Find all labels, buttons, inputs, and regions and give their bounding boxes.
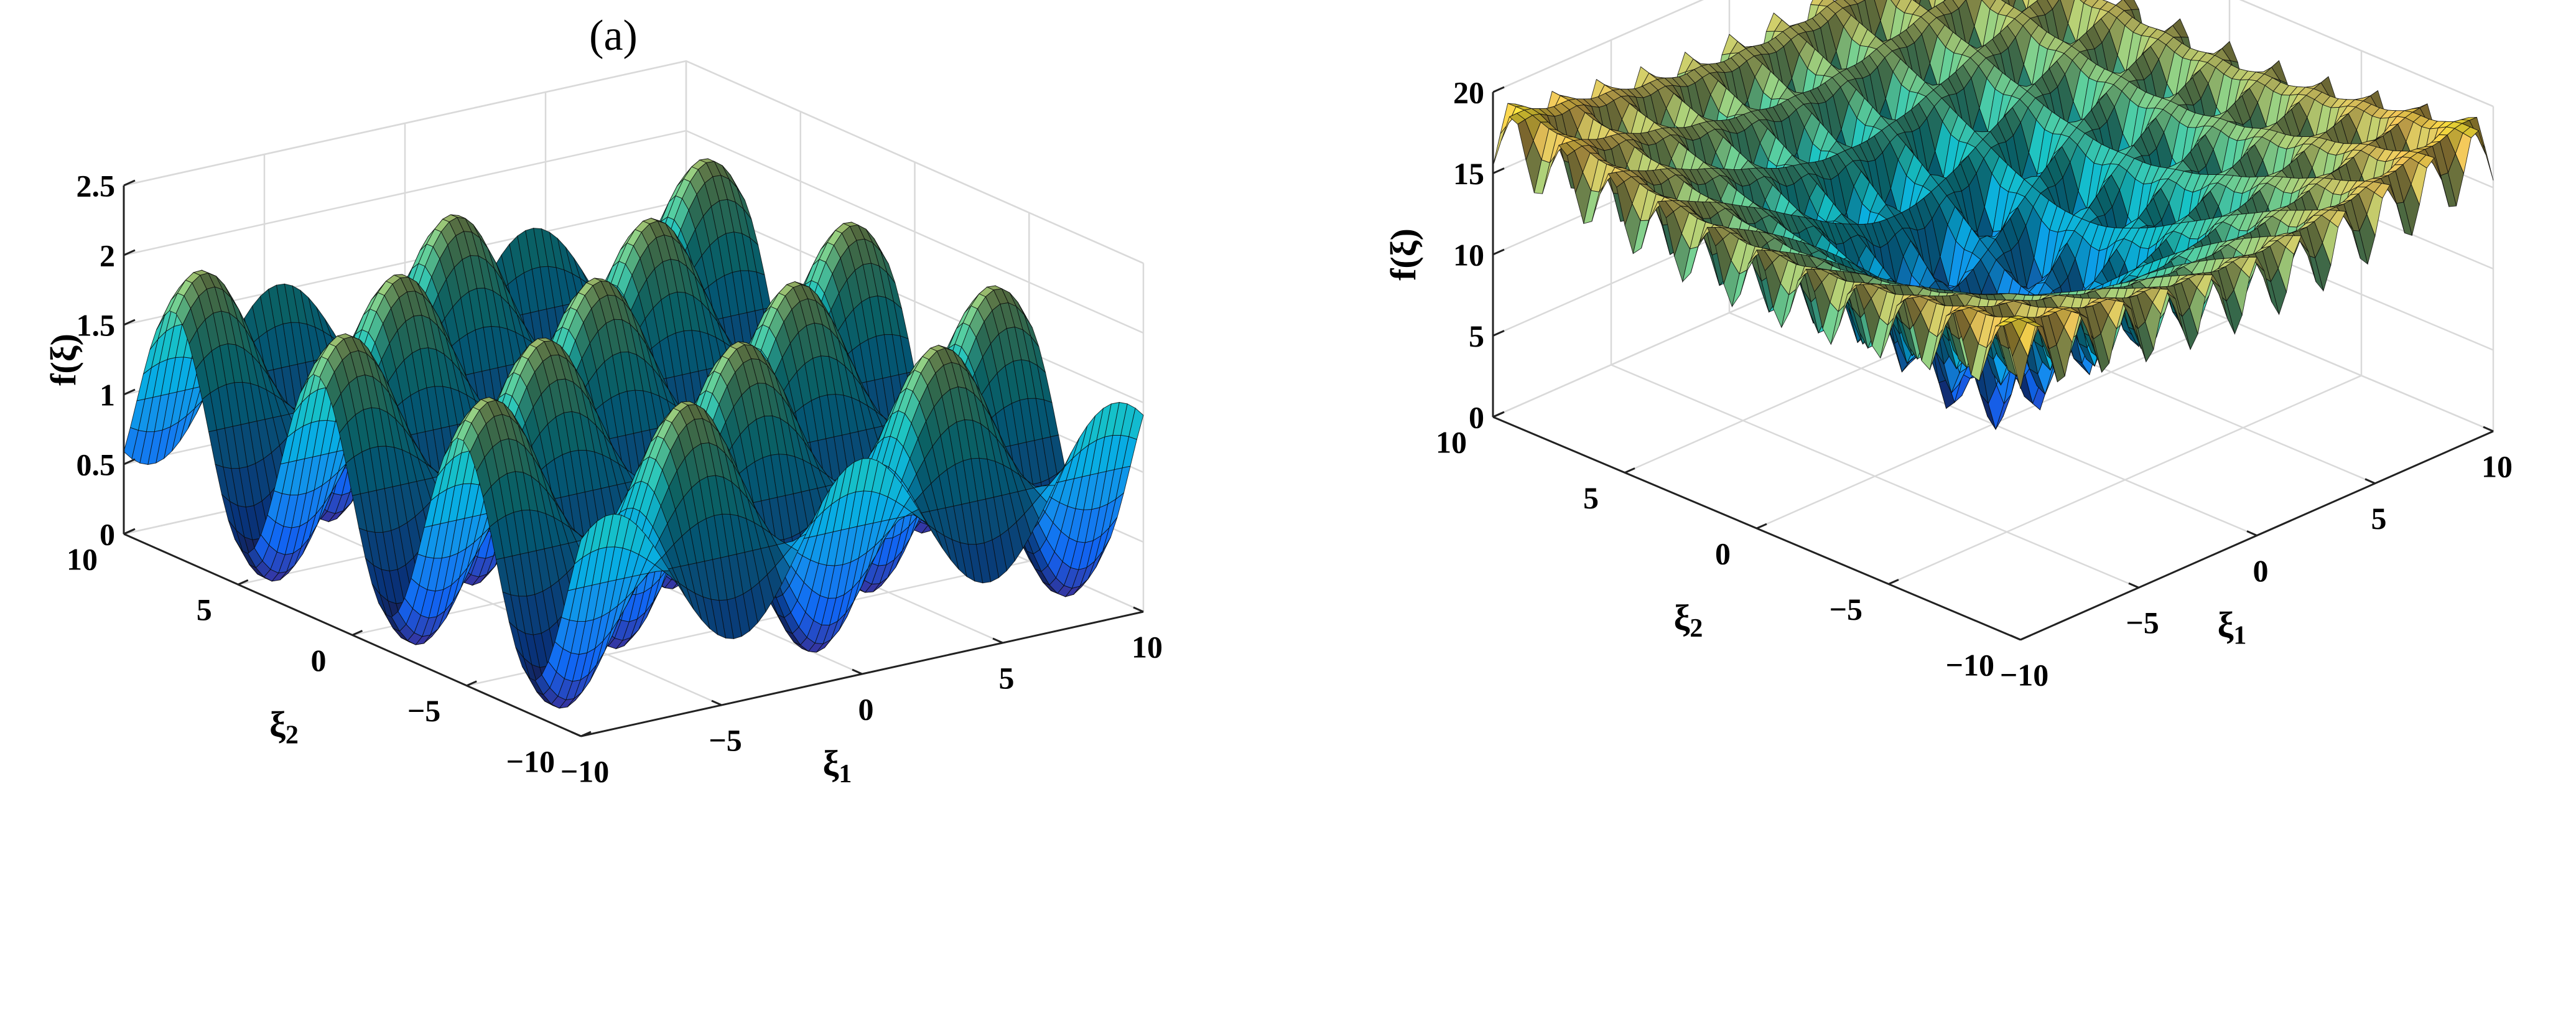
z-tick-label: 5 bbox=[1469, 319, 1484, 353]
y-tick-mark bbox=[466, 680, 477, 687]
x-tick-mark bbox=[992, 637, 1003, 644]
x-tick-mark bbox=[2010, 634, 2021, 641]
z-tick-label: 2 bbox=[100, 238, 115, 273]
x-tick-label: 10 bbox=[1132, 629, 1163, 664]
y-tick-label: −5 bbox=[1830, 592, 1863, 627]
z-tick-mark bbox=[1492, 167, 1505, 174]
y-tick-mark bbox=[1756, 523, 1767, 530]
z-tick-mark bbox=[123, 319, 136, 326]
z-axis-label: f(ξ) bbox=[1383, 228, 1423, 281]
y-tick-label: 0 bbox=[311, 643, 327, 678]
y-tick-label: 5 bbox=[1583, 480, 1599, 515]
y-tick-label: 10 bbox=[1436, 424, 1467, 459]
z-tick-mark bbox=[1492, 248, 1505, 256]
x-tick-label: 0 bbox=[2253, 553, 2269, 588]
y-tick-mark bbox=[2020, 634, 2031, 641]
x-tick-mark bbox=[852, 668, 863, 675]
x-tick-mark bbox=[570, 731, 582, 737]
x-tick-mark bbox=[2364, 478, 2376, 485]
y-tick-mark bbox=[351, 630, 363, 636]
y-tick-mark bbox=[238, 579, 249, 586]
z-tick-label: 1 bbox=[100, 377, 115, 412]
x-axis-label: ξ1 bbox=[823, 743, 852, 788]
y-tick-label: 0 bbox=[1715, 536, 1731, 571]
panel-title: (a) bbox=[589, 12, 638, 60]
x-tick-mark bbox=[2128, 582, 2139, 589]
x-tick-label: 10 bbox=[2481, 449, 2513, 484]
x-tick-label: −5 bbox=[709, 723, 742, 757]
y-tick-mark bbox=[580, 731, 592, 737]
z-tick-mark bbox=[123, 458, 136, 465]
z-tick-label: 2.5 bbox=[77, 168, 116, 203]
x-tick-mark bbox=[711, 699, 722, 706]
z-tick-label: 0.5 bbox=[77, 447, 116, 482]
z-tick-label: 0 bbox=[100, 517, 115, 551]
z-tick-mark bbox=[123, 528, 136, 535]
x-tick-label: 5 bbox=[2371, 501, 2387, 536]
z-tick-mark bbox=[1492, 411, 1505, 418]
y-tick-mark bbox=[1624, 467, 1635, 474]
x-tick-label: 0 bbox=[858, 691, 874, 726]
surface bbox=[1492, 0, 2494, 431]
x-tick-mark bbox=[2246, 530, 2257, 536]
y-tick-label: −10 bbox=[1946, 647, 1995, 682]
x-tick-label: −10 bbox=[2000, 657, 2049, 692]
z-tick-mark bbox=[123, 388, 136, 396]
x-tick-label: 5 bbox=[999, 660, 1015, 695]
z-tick-mark bbox=[1492, 86, 1505, 93]
panel-a: (a)−10−50510−10−5051000.511.522.5f(ξ)ξ1ξ… bbox=[43, 12, 1163, 788]
x-axis-label: ξ1 bbox=[2218, 605, 2247, 650]
y-tick-label: −5 bbox=[407, 693, 441, 728]
y-tick-mark bbox=[1888, 579, 1899, 585]
surface bbox=[123, 158, 1144, 709]
y-axis-label: ξ2 bbox=[1674, 597, 1703, 642]
z-tick-mark bbox=[123, 179, 136, 187]
z-axis-label: f(ξ) bbox=[43, 334, 83, 386]
z-tick-label: 20 bbox=[1453, 75, 1484, 110]
z-tick-label: 1.5 bbox=[77, 307, 116, 342]
y-tick-label: −10 bbox=[506, 744, 556, 779]
x-tick-label: −5 bbox=[2126, 606, 2159, 640]
z-tick-mark bbox=[1492, 330, 1505, 337]
x-tick-mark bbox=[2483, 426, 2494, 433]
y-tick-label: 10 bbox=[67, 541, 98, 576]
y-axis-label: ξ2 bbox=[269, 704, 299, 749]
x-tick-label: −10 bbox=[560, 754, 610, 788]
y-tick-label: 5 bbox=[197, 592, 212, 627]
z-tick-label: 0 bbox=[1469, 400, 1484, 434]
z-tick-mark bbox=[123, 249, 136, 256]
z-tick-label: 10 bbox=[1453, 237, 1484, 272]
z-tick-label: 15 bbox=[1453, 156, 1484, 191]
x-tick-mark bbox=[1133, 606, 1144, 613]
